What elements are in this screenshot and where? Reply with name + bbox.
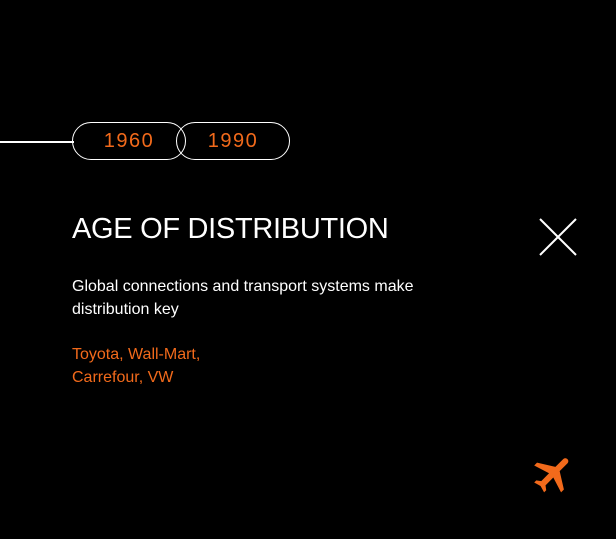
year-end-label: 1990 xyxy=(207,129,259,152)
close-button[interactable] xyxy=(537,216,579,258)
year-start-pill[interactable]: 1960 xyxy=(72,122,186,160)
year-end-pill[interactable]: 1990 xyxy=(176,122,290,160)
company-list: Toyota, Wall-Mart, Carrefour, VW xyxy=(72,343,372,389)
era-title: AGE OF DISTRIBUTION xyxy=(72,213,389,245)
company-line-1: Toyota, Wall-Mart, xyxy=(72,346,201,363)
airplane-icon-wrapper xyxy=(530,450,578,498)
timeline-line xyxy=(0,141,74,143)
era-description: Global connections and transport systems… xyxy=(72,278,414,318)
airplane-icon xyxy=(534,458,569,493)
year-start-label: 1960 xyxy=(103,129,155,152)
close-icon xyxy=(539,218,577,256)
company-line-2: Carrefour, VW xyxy=(72,369,174,386)
